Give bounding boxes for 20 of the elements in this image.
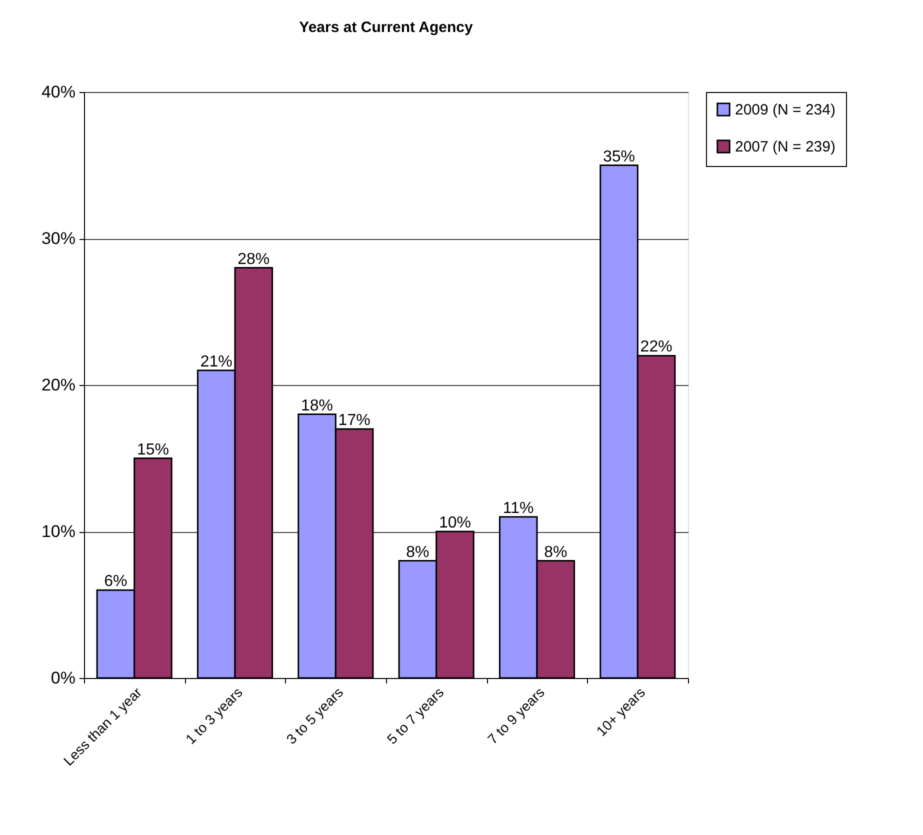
data-label: 18% xyxy=(301,397,334,414)
y-tick-label: 10% xyxy=(41,522,76,541)
data-label: 15% xyxy=(136,441,169,458)
data-label: 17% xyxy=(338,412,370,429)
data-label: 22% xyxy=(640,338,672,356)
data-label: 35% xyxy=(603,148,636,166)
data-label: 10% xyxy=(438,514,471,532)
legend-label: 2007 (N = 239) xyxy=(735,138,836,156)
data-label: 28% xyxy=(238,250,270,268)
y-tick-label: 20% xyxy=(41,376,76,394)
data-label: 6% xyxy=(104,573,128,590)
data-label: 11% xyxy=(502,500,534,517)
legend-label: 2009 (N = 234) xyxy=(735,102,836,118)
y-tick-label: 40% xyxy=(41,82,76,102)
data-label: 8% xyxy=(406,544,430,561)
y-tick-label: 0% xyxy=(50,668,76,688)
data-label: 8% xyxy=(544,544,568,561)
chart-title: Years at Current Agency xyxy=(299,19,474,36)
data-label: 21% xyxy=(200,353,232,370)
y-tick-label: 30% xyxy=(41,229,76,248)
